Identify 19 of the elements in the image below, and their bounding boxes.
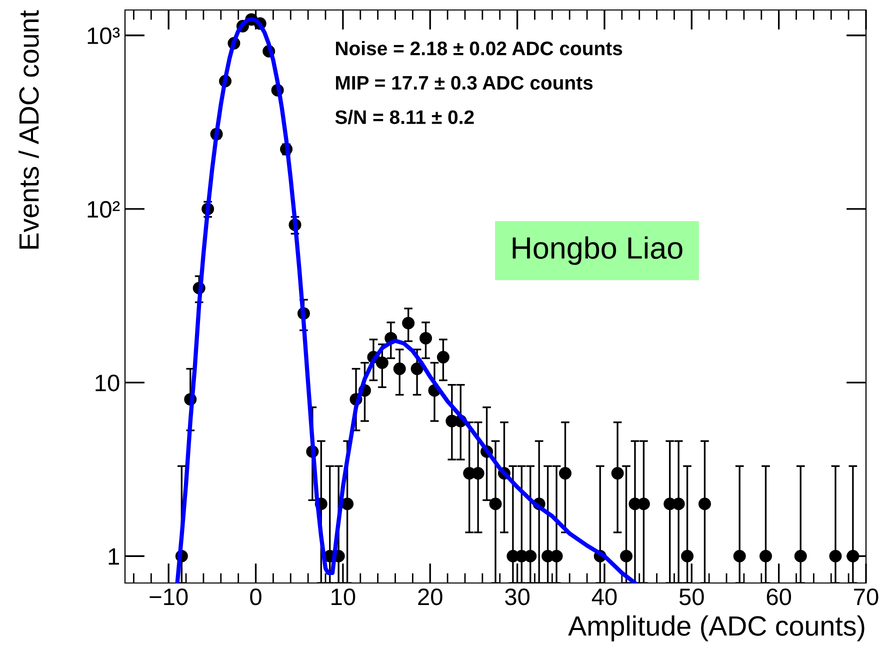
x-tick-label: 30	[505, 588, 530, 606]
annotation: Hongbo Liao	[512, 236, 682, 265]
x-tick-label: 0	[250, 588, 262, 606]
annotation: Noise = 2.18 ± 0.02 ADC counts	[336, 41, 622, 56]
y-tick-label: 10³	[88, 27, 120, 44]
x-tick-label: 50	[679, 588, 704, 606]
x-tick-label: 10	[332, 588, 356, 606]
x-tick-label: 70	[854, 588, 878, 606]
y-axis-title: Events / ADC count	[18, 10, 39, 249]
y-tick-label: 1	[108, 548, 119, 565]
x-tick-label: 40	[592, 588, 617, 606]
x-axis-title: Amplitude (ADC counts)	[568, 615, 864, 642]
annotation: S/N = 8.11 ± 0.2	[335, 110, 474, 124]
y-tick-label: 10	[96, 374, 120, 392]
x-tick-label: −10	[150, 588, 188, 606]
x-tick-label: 60	[766, 588, 792, 606]
annotation: MIP = 17.7 ± 0.3 ADC counts	[336, 76, 593, 90]
x-tick-label: 20	[418, 588, 442, 606]
y-tick-label: 10²	[88, 201, 120, 218]
